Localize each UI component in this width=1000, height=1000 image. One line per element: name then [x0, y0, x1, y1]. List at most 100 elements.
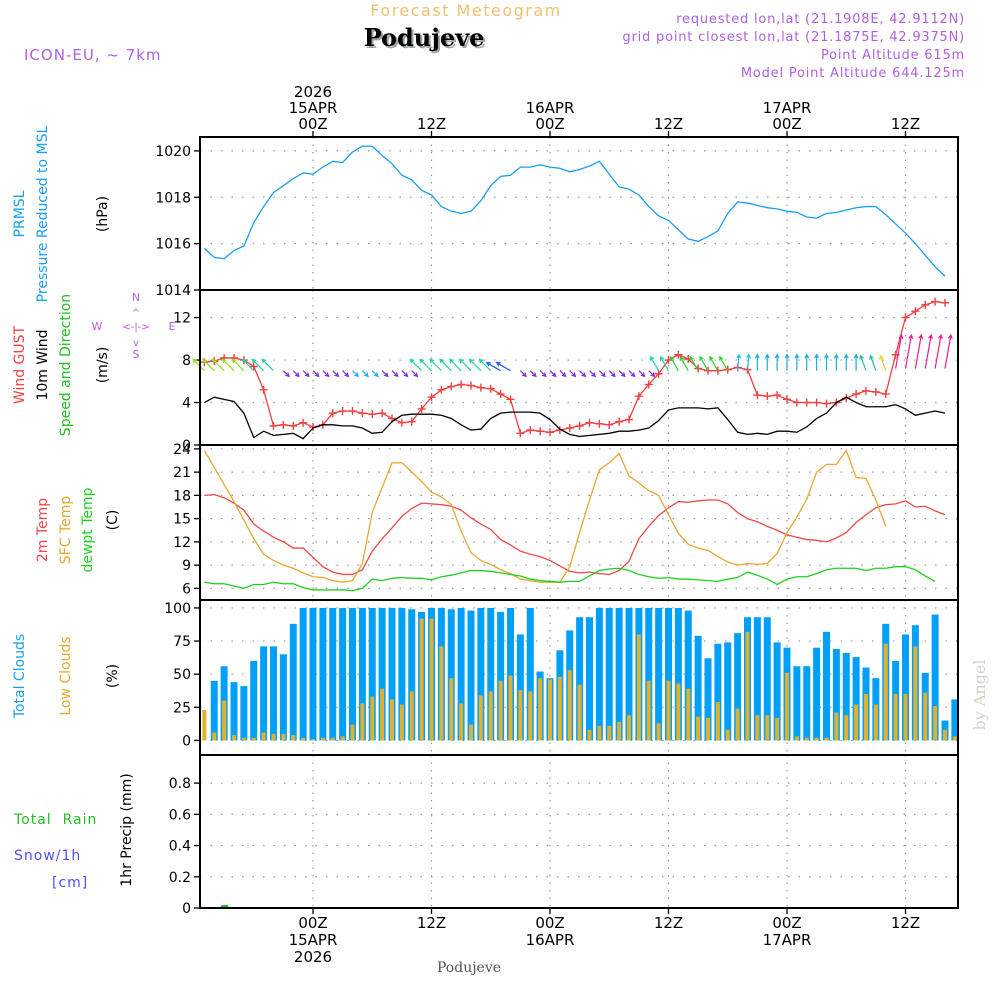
bar-total-clouds [793, 666, 801, 741]
wind-arrow-icon [231, 358, 245, 372]
bar-low-clouds [301, 737, 306, 741]
compass-down-icon: v [133, 338, 139, 349]
gust-marker [674, 350, 683, 359]
bar-total-clouds [625, 607, 633, 741]
bar-low-clouds [765, 715, 770, 741]
gust-marker [694, 364, 703, 373]
label-low-clouds: Low Clouds [58, 636, 74, 715]
bar-low-clouds [241, 737, 246, 741]
label-10m-wind: 10m Wind [35, 329, 51, 400]
gust-marker [911, 307, 920, 316]
gust-marker [397, 418, 406, 427]
label-total-rain: Total Rain [13, 812, 97, 828]
wind-arrow-icon [559, 370, 567, 378]
panel-frame [199, 289, 959, 446]
top-time-label: 16APR [526, 99, 575, 117]
panel-1: 0 4 8 12 [173, 289, 959, 454]
wind-arrow-icon [814, 353, 820, 371]
wind-arrow-icon [804, 353, 810, 371]
label-cm: [cm] [52, 875, 88, 891]
wind-arrow-icon [679, 355, 689, 371]
y-tick-label: 8 [182, 353, 191, 369]
bar-total-clouds [655, 607, 663, 741]
panel-4: 0 0.2 0.4 0.6 0.8 [169, 754, 959, 917]
wind-arrow-icon [419, 358, 432, 372]
bar-low-clouds [656, 723, 661, 741]
bar-total-clouds [665, 607, 672, 741]
gust-marker [812, 398, 821, 407]
bar-low-clouds [548, 679, 552, 741]
bar-low-clouds [281, 733, 286, 741]
bar-total-clouds [684, 610, 692, 741]
bar-low-clouds [330, 737, 335, 741]
bar-total-clouds [457, 607, 465, 741]
bar-low-clouds [222, 700, 227, 741]
bar-total-clouds [842, 652, 850, 741]
cloud-labels: Total Clouds Low Clouds (%) [12, 634, 121, 719]
bar-total-clouds [516, 634, 524, 741]
compass-e: E [169, 320, 176, 333]
bar-low-clouds [864, 694, 868, 741]
requested-coords: requested lon,lat (21.1908E, 42.9112N) [676, 12, 965, 27]
wind-arrow-icon [411, 370, 419, 378]
bar-total-clouds [763, 617, 771, 741]
y-tick-label: 15 [173, 512, 191, 528]
label-dewpt-temp: dewpt Temp [80, 487, 96, 572]
bar-low-clouds [893, 694, 898, 741]
gust-marker [328, 409, 337, 418]
y-tick-label: 100 [164, 601, 191, 617]
y-tick-label: 9 [182, 558, 191, 574]
label-hpa: (hPa) [95, 196, 111, 232]
wind-arrow-icon [579, 370, 587, 378]
bar-total-clouds [526, 607, 534, 741]
y-tick-label: 0.8 [169, 776, 191, 792]
series-prmsl [203, 145, 946, 277]
bar-total-clouds [319, 607, 327, 741]
gust-marker [526, 426, 535, 435]
bar-low-clouds [439, 646, 444, 741]
bar-low-clouds [429, 618, 434, 741]
bar-total-clouds [378, 607, 386, 741]
wind-arrow-icon [302, 370, 310, 378]
temp-labels: 2m Temp SFC Temp dewpt Temp (C) [35, 487, 121, 572]
gust-marker [615, 417, 624, 426]
y-tick-label: 18 [173, 488, 191, 504]
wind-arrow-icon [869, 354, 877, 371]
bar-total-clouds [339, 607, 347, 741]
label-2m-temp: 2m Temp [35, 498, 51, 562]
bar-low-clouds [824, 737, 829, 741]
bar-total-clouds [289, 623, 297, 741]
bar-total-clouds [645, 607, 653, 741]
y-tick-label: 0.4 [169, 839, 191, 855]
bar-low-clouds [903, 694, 908, 741]
bottom-time-label: 00Z [772, 914, 801, 932]
gust-marker [822, 399, 831, 408]
bar-total-clouds [240, 686, 248, 741]
wind-arrow-icon [648, 370, 656, 378]
bar-low-clouds [390, 699, 394, 741]
bar-low-clouds [923, 692, 928, 741]
wind-arrow-icon [904, 333, 914, 369]
gust-marker [437, 385, 446, 394]
model-label: ICON-EU, ~ 7km [24, 46, 162, 64]
bottom-time-label: 00Z [535, 914, 564, 932]
gust-marker [417, 404, 426, 413]
panel-3: 0 25 50 75 100 [164, 599, 959, 756]
y-tick-label: 1020 [155, 144, 191, 160]
wind-arrow-icon [659, 355, 670, 371]
wind-arrow-icon [448, 358, 462, 372]
bottom-time-label: 00Z [298, 914, 327, 932]
bar-low-clouds [577, 684, 582, 741]
wind-arrow-icon [495, 362, 511, 372]
wind-arrow-icon [539, 370, 547, 378]
y-tick-label: 12 [173, 535, 191, 551]
gust-marker [595, 419, 604, 428]
wind-arrow-icon [251, 358, 265, 372]
model-point-altitude: Model Point Altitude 644.125m [741, 66, 965, 81]
series-sfc-temp [203, 449, 887, 583]
gust-marker [852, 390, 861, 399]
bar-total-clouds [447, 609, 455, 741]
wind-arrow-icon [332, 370, 340, 378]
gust-marker [931, 297, 940, 306]
